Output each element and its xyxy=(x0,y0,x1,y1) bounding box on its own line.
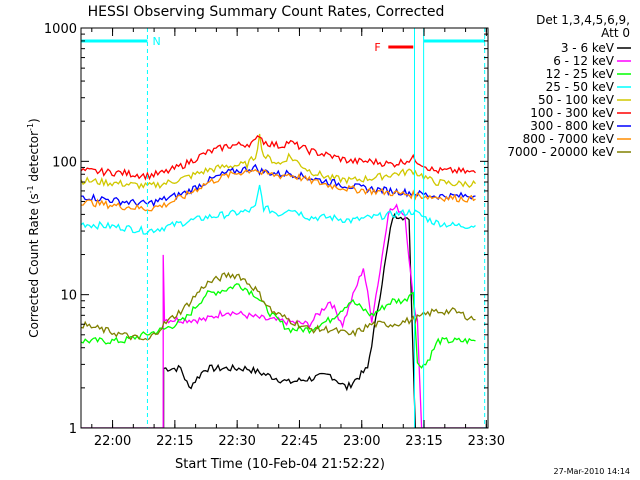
series-line-0 xyxy=(81,212,488,428)
series-line-6 xyxy=(81,163,476,208)
x-tick-label-2: 22:30 xyxy=(218,434,255,449)
plot-area xyxy=(81,28,488,428)
series-line-1 xyxy=(81,203,488,428)
y-label-sup1: -1 xyxy=(26,185,35,193)
series-line-5 xyxy=(81,135,476,181)
legend-label-3: 25 - 50 keV xyxy=(546,80,615,94)
x-tick-label-0: 22:00 xyxy=(94,434,131,449)
y-tick-label-3: 1000 xyxy=(44,22,77,37)
y-tick-label-0: 1 xyxy=(69,422,77,437)
plot-frame xyxy=(80,27,489,429)
legend-label-6: 300 - 800 keV xyxy=(530,119,614,133)
y-axis-label: Corrected Count Rate (s-1 detector-1) xyxy=(26,118,41,337)
y-label-main: Corrected Count Rate (s xyxy=(27,193,41,337)
x-tick-label-5: 23:15 xyxy=(405,434,442,449)
series-line-4 xyxy=(81,133,477,190)
legend-label-5: 100 - 300 keV xyxy=(530,106,614,120)
legend-label-1: 6 - 12 keV xyxy=(553,54,615,68)
chart-title: HESSI Observing Summary Count Rates, Cor… xyxy=(88,4,445,20)
footer-timestamp: 27-Mar-2010 14:14 xyxy=(554,467,631,476)
series-line-3 xyxy=(81,184,476,235)
series-line-8 xyxy=(81,271,476,341)
x-tick-label-4: 23:00 xyxy=(343,434,380,449)
x-tick-label-3: 22:45 xyxy=(281,434,318,449)
flag-label-f: F xyxy=(374,41,380,54)
legend-label-7: 800 - 7000 keV xyxy=(523,132,615,146)
legend-label-8: 7000 - 20000 keV xyxy=(507,145,614,159)
x-tick-label-6: 23:30 xyxy=(468,434,505,449)
y-label-sup2: -1 xyxy=(26,123,35,131)
series-line-2 xyxy=(81,283,476,369)
x-tick-label-1: 22:15 xyxy=(156,434,193,449)
y-label-mid: detector xyxy=(27,131,41,186)
legend-label-0: 3 - 6 keV xyxy=(561,41,615,55)
legend-label-2: 12 - 25 keV xyxy=(546,67,615,81)
legend-label-4: 50 - 100 keV xyxy=(538,93,615,107)
y-label-end: ) xyxy=(27,118,41,123)
legend-header-attenuator: Att 0 xyxy=(601,26,630,40)
y-tick-label-2: 100 xyxy=(52,155,77,170)
series-line-7 xyxy=(81,169,476,212)
legend-header-detectors: Det 1,3,4,5,6,9, xyxy=(536,13,630,27)
y-tick-label-1: 10 xyxy=(60,289,77,304)
x-axis-label: Start Time (10-Feb-04 21:52:22) xyxy=(175,457,385,472)
flag-label-n: N xyxy=(152,35,160,48)
